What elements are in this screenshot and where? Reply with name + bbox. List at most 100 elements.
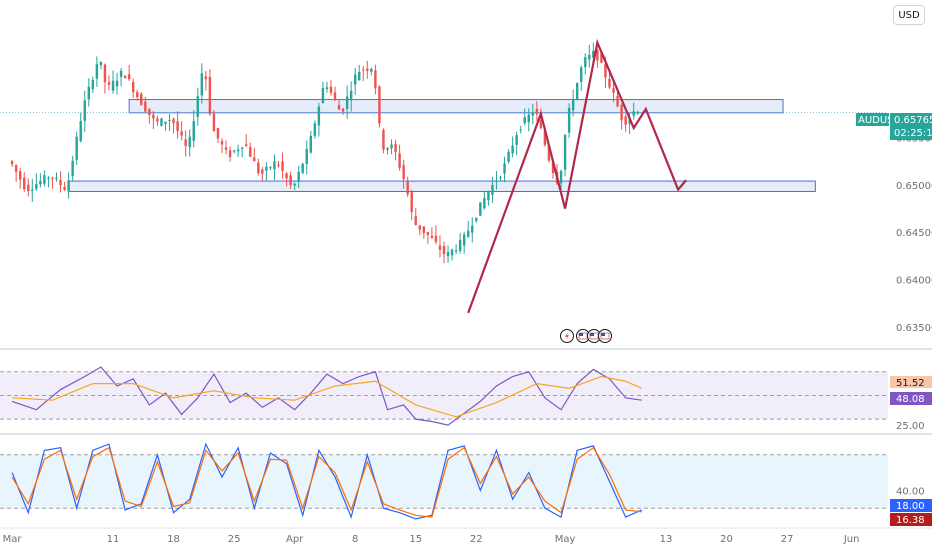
candle-body (127, 74, 131, 80)
candle-body (370, 68, 373, 72)
candle-body (495, 181, 498, 183)
stoch_d-line (11, 446, 642, 518)
candle-body (353, 74, 357, 85)
candle-body (144, 101, 147, 112)
candle-body (410, 192, 413, 212)
candle-body (47, 177, 50, 179)
candle-body (208, 77, 212, 115)
candle-body (220, 141, 224, 145)
candle-body (571, 99, 575, 111)
candle-body (567, 107, 571, 133)
stoch-value-badges: 18.00 16.38 (890, 499, 932, 526)
candle-body (51, 177, 54, 179)
candle-body (91, 80, 95, 90)
zone-rect-2 (68, 180, 816, 192)
candle-body (442, 246, 446, 255)
candle-body (55, 177, 58, 180)
candle-body (309, 135, 313, 153)
candle-body (148, 108, 151, 115)
candle-body (285, 173, 288, 179)
candle-body (406, 181, 409, 195)
symbol-badge: AUDUSD 0.65765 02:25:16 (856, 113, 932, 140)
candle-body (204, 76, 208, 80)
price-pane[interactable]: 0.655000.650000.645000.640000.63500 (0, 38, 932, 334)
candle-body (422, 226, 426, 234)
candle-body (95, 64, 99, 79)
candle-body (184, 139, 187, 146)
candle-body (115, 80, 119, 87)
candle-body (257, 162, 260, 173)
candle-body (27, 184, 30, 191)
candle-body (515, 135, 518, 145)
rsi-tick-label: 25.00 (896, 421, 925, 432)
candle-body (75, 136, 78, 160)
candle-body (394, 143, 397, 152)
candle-body (531, 112, 535, 116)
candle-body (426, 232, 430, 235)
stoch_k-line (11, 442, 643, 520)
candle-body (160, 118, 163, 126)
stoch-band (0, 454, 888, 509)
candle-body (63, 187, 66, 190)
candle-body (366, 68, 369, 71)
candle-body (67, 180, 70, 192)
rsi-line (11, 366, 642, 426)
candle-body (289, 175, 292, 186)
candle-body (543, 130, 547, 146)
candle-body (539, 119, 543, 129)
candle-body (430, 235, 434, 238)
candle-body (281, 161, 284, 171)
candle-body (293, 183, 296, 186)
candle-body (140, 93, 143, 106)
candle-body (99, 61, 103, 66)
candle-body (212, 113, 216, 132)
zone-rect-1 (128, 99, 784, 114)
rsi-value-badges: 51.52 48.08 (890, 376, 932, 405)
candle-body (297, 171, 300, 182)
time-tick-label: 20 (720, 534, 733, 545)
candle-body (604, 64, 607, 78)
time-tick-label: Jun (843, 534, 860, 545)
candle-body (245, 144, 248, 146)
candle-body (382, 129, 385, 150)
candle-body (23, 177, 26, 190)
rsi-value: 48.08 (896, 394, 925, 405)
time-axis[interactable]: Mar 11 18 25 Apr 8 15 22 May 13 20 27 Jun (0, 348, 932, 545)
candle-body (454, 250, 458, 252)
candle-body (180, 131, 183, 136)
rsi-pane[interactable]: 25.00 (0, 366, 925, 432)
candle-body (434, 235, 438, 242)
candle-body (176, 121, 179, 131)
candle-body (224, 147, 228, 150)
candle-body (471, 225, 474, 233)
candle-body (119, 70, 123, 77)
stochastic-pane[interactable]: 40.00 (0, 442, 925, 520)
candle-body (458, 239, 462, 251)
candle-body (624, 116, 627, 125)
candle-body (503, 163, 506, 174)
candle-body (10, 161, 14, 165)
candle-body (18, 171, 22, 180)
candle-body (600, 53, 603, 63)
candle-body (329, 86, 333, 93)
candle-body (438, 245, 442, 250)
candle-body (462, 234, 466, 246)
flag-canton (579, 333, 583, 336)
candle-body (527, 114, 530, 123)
candle-body (232, 150, 236, 152)
time-tick-label: 27 (781, 534, 794, 545)
currency-button[interactable]: USD (893, 5, 925, 25)
candle-body (519, 129, 522, 131)
candle-body (39, 180, 42, 185)
time-tick-label: 13 (660, 534, 673, 545)
candle-body (265, 166, 268, 171)
candle-body (487, 191, 490, 201)
symbol-name: AUDUSD (858, 115, 902, 126)
time-tick-label: 22 (470, 534, 483, 545)
candle-body (273, 161, 276, 170)
candle-body (107, 82, 111, 85)
time-tick-label: 11 (107, 534, 120, 545)
